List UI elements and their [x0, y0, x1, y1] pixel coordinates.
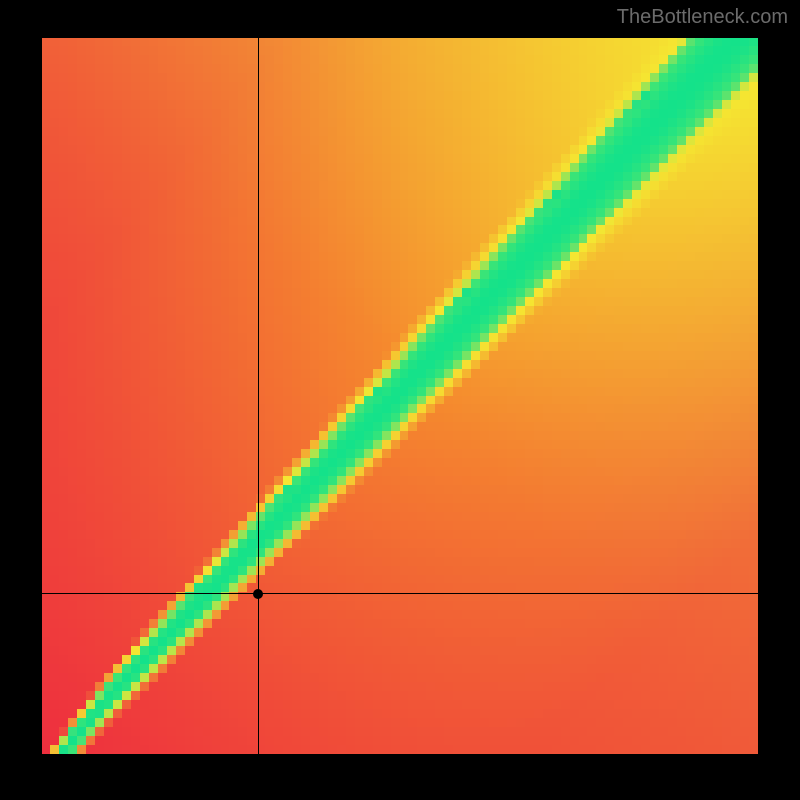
crosshair-horizontal	[42, 593, 758, 594]
marker-dot	[253, 589, 263, 599]
crosshair-vertical	[258, 38, 259, 754]
chart-container: TheBottleneck.com	[0, 0, 800, 800]
watermark-text: TheBottleneck.com	[617, 6, 788, 29]
heatmap-canvas	[42, 38, 758, 754]
plot-area	[42, 38, 758, 754]
